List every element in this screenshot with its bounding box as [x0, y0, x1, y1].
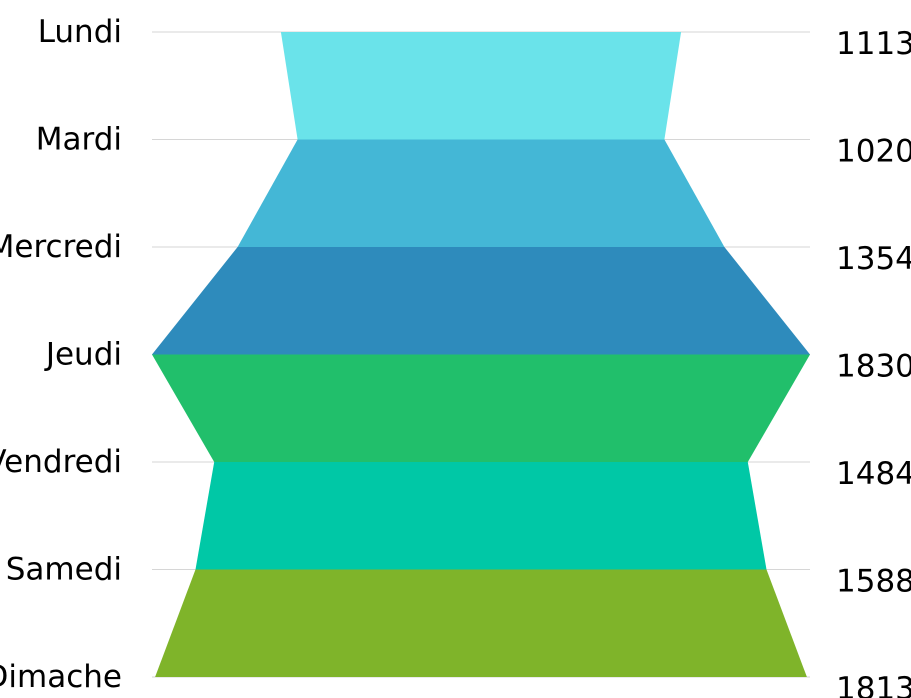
category-label: Samedi	[6, 552, 122, 588]
value-label: 1588	[836, 564, 911, 600]
bands	[152, 32, 810, 677]
category-label: Mercredi	[0, 229, 122, 265]
category-label: Vendredi	[0, 444, 122, 480]
value-label: 1113	[836, 26, 911, 62]
value-label: 1484	[836, 456, 911, 492]
band-jeudi-to-vendredi	[152, 354, 810, 462]
value-label: 1020	[836, 134, 911, 170]
labels: Lundi 1113 Mardi 1020 Mercredi 1354 Jeudi 1830 V…	[0, 14, 911, 698]
band-lundi-to-mardi	[280, 32, 682, 140]
category-label: Dimache	[0, 659, 122, 695]
value-label: 1813	[836, 671, 911, 698]
category-label: Jeudi	[44, 337, 122, 373]
band-samedi-to-dimache	[155, 569, 807, 677]
value-label: 1354	[836, 241, 911, 277]
category-label: Lundi	[38, 14, 122, 50]
band-vendredi-to-samedi	[195, 462, 767, 570]
band-mercredi-to-jeudi	[152, 247, 810, 355]
category-label: Mardi	[36, 122, 122, 158]
value-label: 1830	[836, 349, 911, 385]
band-mardi-to-mercredi	[237, 139, 725, 247]
